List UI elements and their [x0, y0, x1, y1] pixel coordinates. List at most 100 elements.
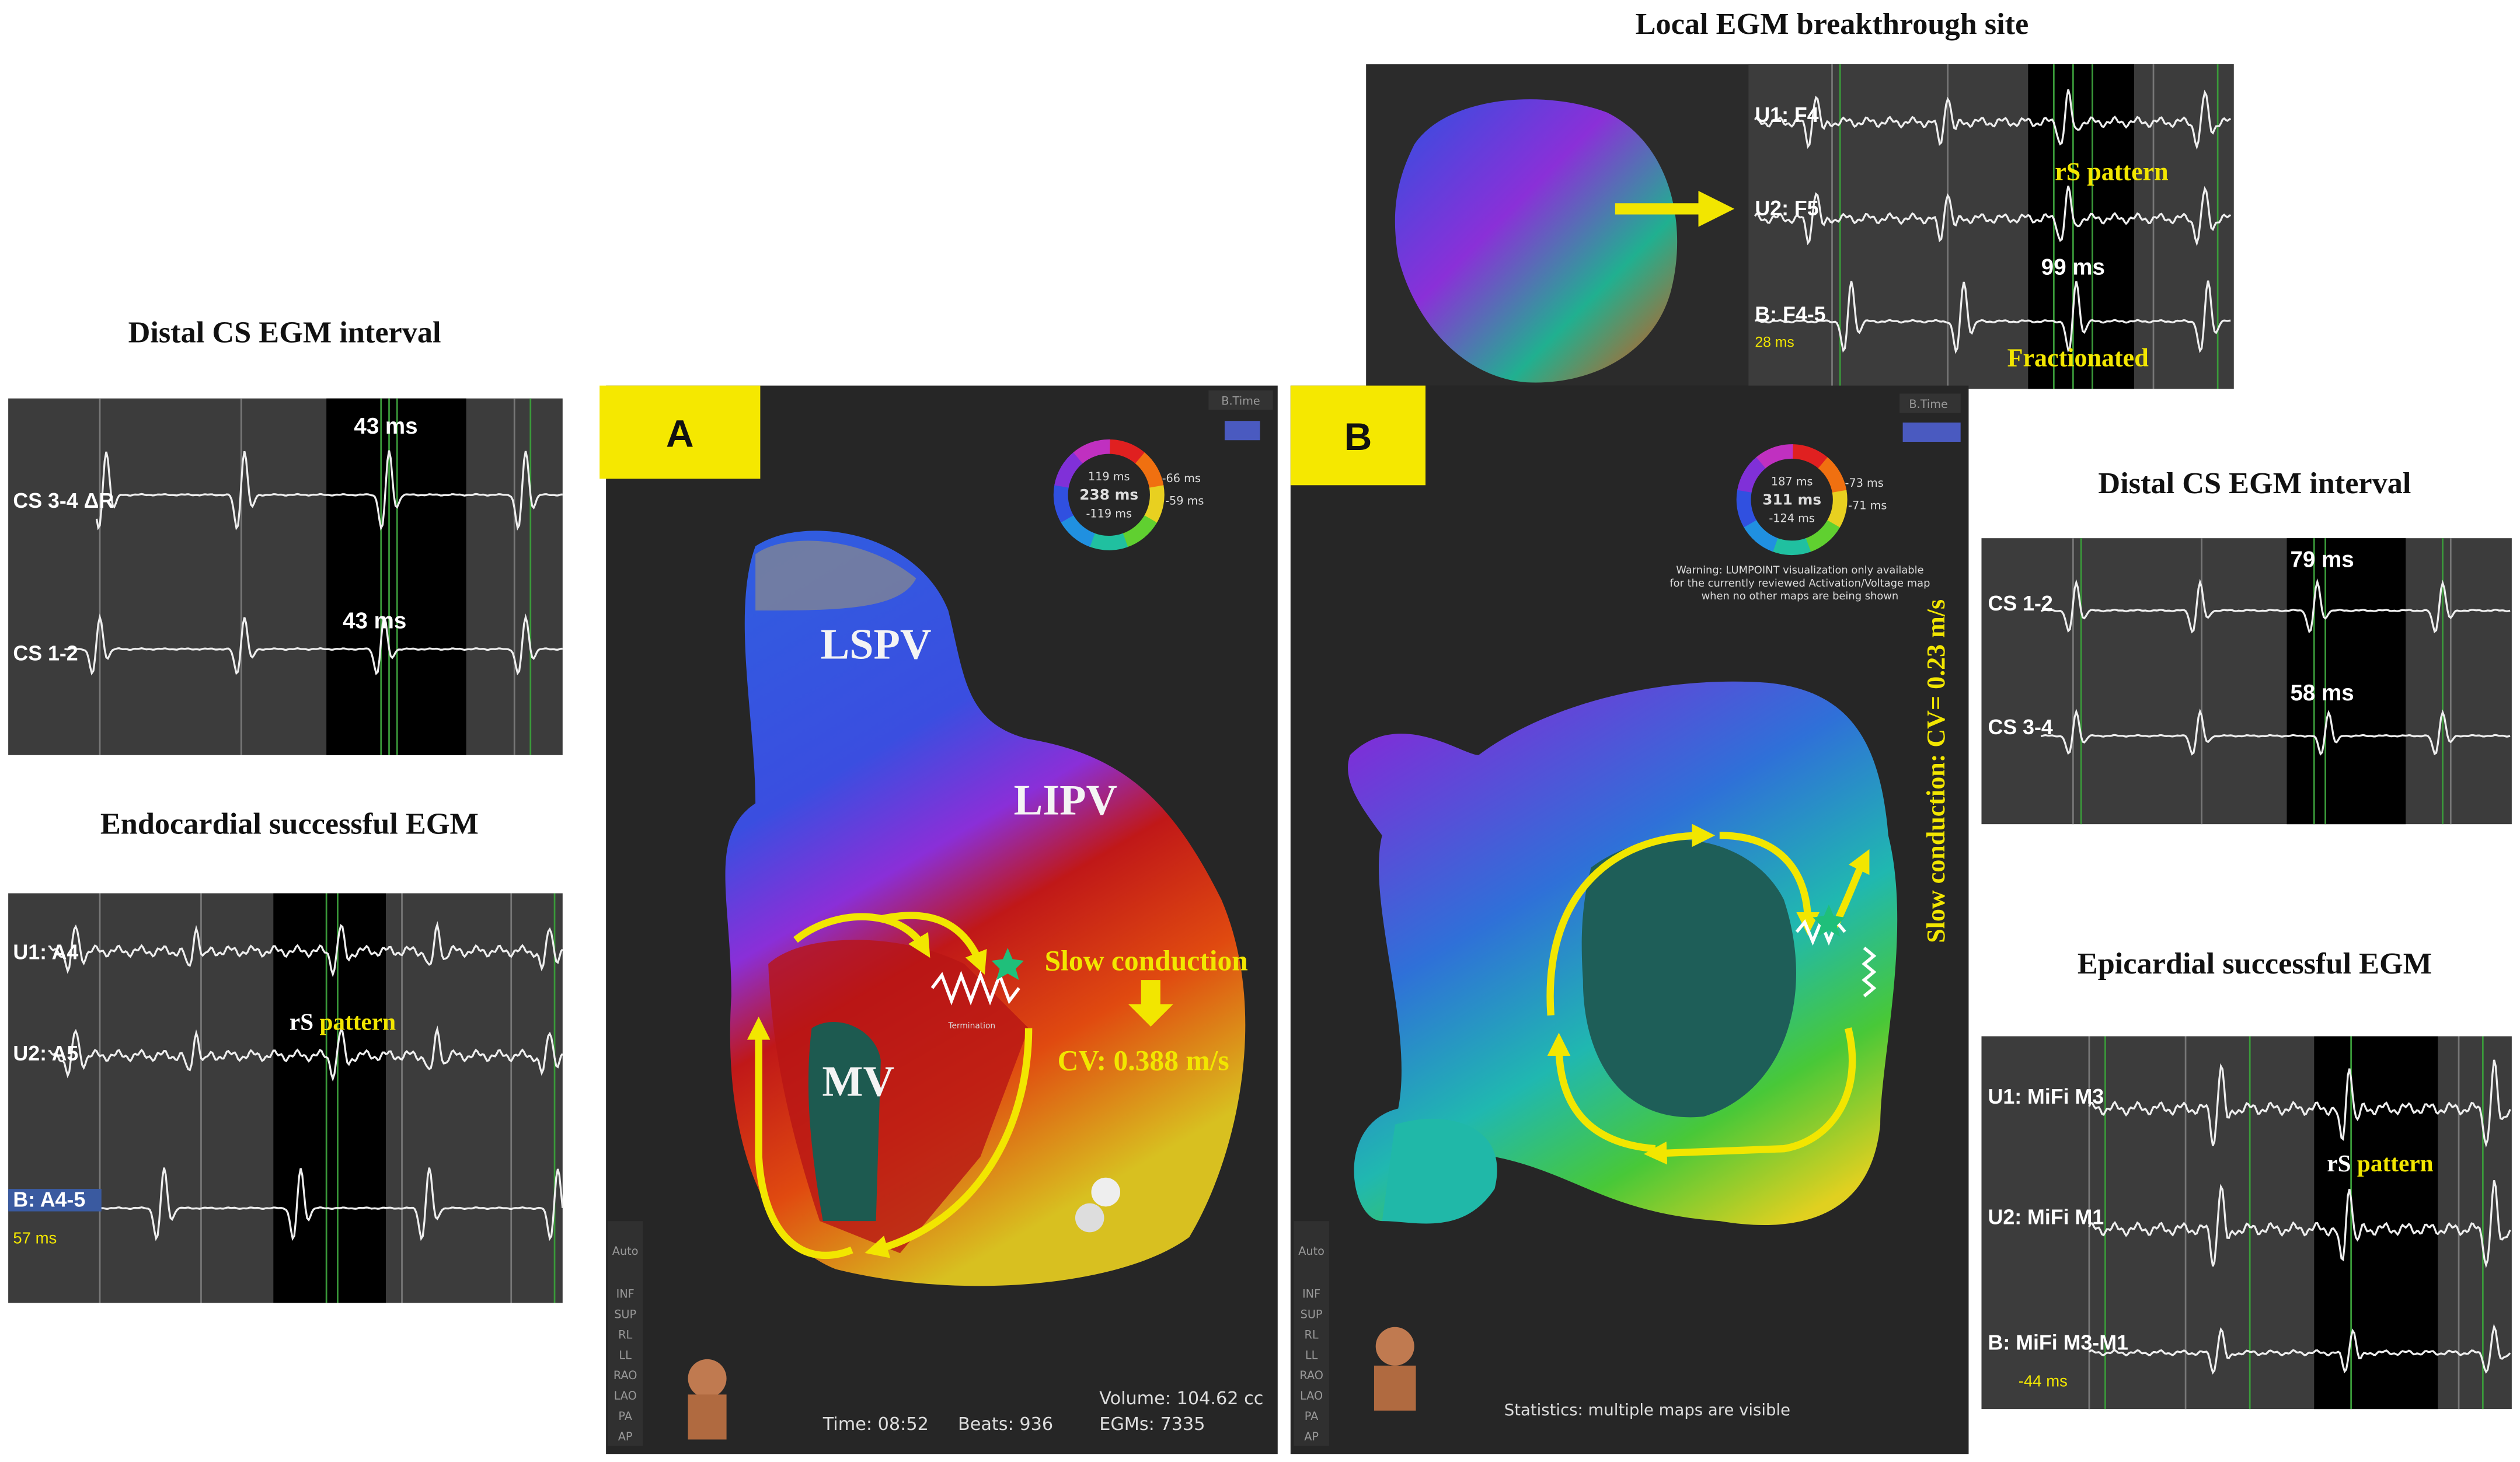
pattern-prefix: rS	[2327, 1150, 2351, 1177]
view-button: AP	[1304, 1430, 1319, 1443]
color-ring	[1743, 519, 1779, 552]
ring-label: -71 ms	[1848, 499, 1887, 512]
timing: 57 ms	[13, 1229, 57, 1247]
egm-trace	[2088, 1324, 2511, 1375]
view-button: LAO	[1300, 1389, 1323, 1402]
color-ring	[1135, 452, 1164, 489]
breakthrough-map	[1395, 99, 1735, 383]
egm-trace	[1754, 186, 2232, 246]
egm-trace	[2040, 709, 2511, 756]
label-box	[8, 1189, 102, 1212]
pattern: rS pattern	[290, 1009, 396, 1035]
color-ring	[1736, 489, 1757, 528]
timing: 28 ms	[1755, 335, 1794, 351]
title: Local EGM breakthrough site	[1636, 7, 2029, 41]
cv: CV: 0.388 m/s	[1058, 1044, 1229, 1076]
title: Distal CS EGM interval	[128, 315, 441, 349]
stat: Volume: 104.62 cc	[1099, 1388, 1263, 1409]
color-ring	[1109, 439, 1146, 465]
interval: 43 ms	[354, 414, 417, 439]
title: Epicardial successful EGM	[2078, 947, 2432, 981]
legend: B.Time	[1221, 395, 1260, 408]
panel-label: A	[666, 411, 694, 455]
interval: 43 ms	[343, 608, 406, 633]
view-button: RL	[618, 1328, 632, 1341]
egm-trace	[48, 921, 564, 978]
egm-trace	[48, 1025, 564, 1082]
endo-panel	[8, 893, 563, 1303]
view-button: LAO	[614, 1389, 637, 1402]
channel-label: U1: MiFi M3	[1988, 1085, 2104, 1108]
color-ring	[1827, 490, 1848, 529]
color-ring	[1054, 451, 1084, 489]
cs-right-panel	[1981, 538, 2512, 825]
annotation: Slow conduction	[1045, 945, 1248, 977]
legend: B.Time	[1909, 397, 1947, 411]
view-button: LL	[619, 1348, 632, 1362]
view-button: Auto	[612, 1244, 639, 1258]
channel-label: U1: F4	[1755, 103, 1818, 127]
stat: Beats: 936	[958, 1414, 1053, 1435]
view-button: INF	[1302, 1287, 1320, 1300]
epi-panel	[1981, 1036, 2512, 1409]
ring-label: -66 ms	[1162, 472, 1201, 485]
anatomy: MV	[822, 1058, 894, 1105]
warning: Warning: LUMPOINT visualization only ava…	[1676, 564, 1923, 577]
channel-label: B: F4-5	[1755, 303, 1825, 326]
egm-trace	[2088, 1059, 2511, 1148]
panel-label: B	[1344, 415, 1372, 458]
ring-label: 119 ms	[1088, 470, 1130, 483]
view-button: LL	[1305, 1348, 1318, 1362]
view-button: RAO	[614, 1369, 637, 1382]
color-ring	[1772, 538, 1811, 556]
egm-trace	[2088, 1180, 2511, 1268]
traces	[48, 64, 2511, 1409]
color-ring	[1804, 519, 1840, 552]
view-button: INF	[616, 1287, 635, 1300]
ring-label: -124 ms	[1769, 512, 1815, 525]
interval: 99 ms	[2041, 255, 2105, 280]
pattern-word: pattern	[2357, 1150, 2434, 1177]
title: Distal CS EGM interval	[2098, 466, 2411, 500]
color-ring	[1121, 515, 1157, 547]
color-ring	[1060, 514, 1096, 547]
warning: for the currently reviewed Activation/Vo…	[1669, 577, 1930, 589]
view-button: PA	[1305, 1409, 1319, 1423]
ring-label: -119 ms	[1086, 507, 1132, 520]
timing: -44 ms	[2019, 1372, 2068, 1390]
interval: 79 ms	[2290, 547, 2354, 573]
ring-label: 187 ms	[1771, 474, 1813, 488]
egm-trace	[2040, 578, 2511, 634]
channel-label: U2: F5	[1755, 197, 1818, 220]
map-b	[1290, 385, 1969, 1454]
egm-trace	[95, 450, 563, 531]
channel-label: CS 3-4	[1988, 716, 2052, 739]
ring-label: -73 ms	[1845, 476, 1884, 490]
ring-label: 238 ms	[1079, 486, 1138, 503]
title: Endocardial successful EGM	[100, 807, 479, 841]
channel-label: CS 1-2	[1988, 592, 2052, 615]
color-ring	[1818, 457, 1847, 494]
pattern: rS pattern	[2055, 157, 2168, 186]
color-ring	[1756, 444, 1793, 469]
channel-label: U2: A5	[13, 1042, 78, 1065]
egm-trace	[1754, 280, 2231, 354]
egm-trace	[96, 1167, 564, 1241]
pattern-prefix: rS	[290, 1009, 313, 1035]
view-button: RL	[1305, 1328, 1319, 1341]
stat: EGMs: 7335	[1099, 1414, 1205, 1435]
annotation: Slow conduction: CV= 0.23 m/s	[1922, 599, 1950, 943]
view-button: SUP	[1301, 1307, 1323, 1321]
view-button: RAO	[1299, 1369, 1323, 1382]
ring-label: -59 ms	[1165, 494, 1204, 507]
cs-left-panel	[8, 398, 563, 755]
pattern-word: pattern	[319, 1009, 396, 1035]
channel-label: U2: MiFi M1	[1988, 1206, 2104, 1229]
view-button: PA	[618, 1409, 632, 1423]
ring-label: 311 ms	[1762, 491, 1821, 508]
warning: when no other maps are being shown	[1702, 590, 1899, 602]
color-ring	[1791, 444, 1829, 469]
channel-label: U1: A4	[13, 940, 78, 964]
